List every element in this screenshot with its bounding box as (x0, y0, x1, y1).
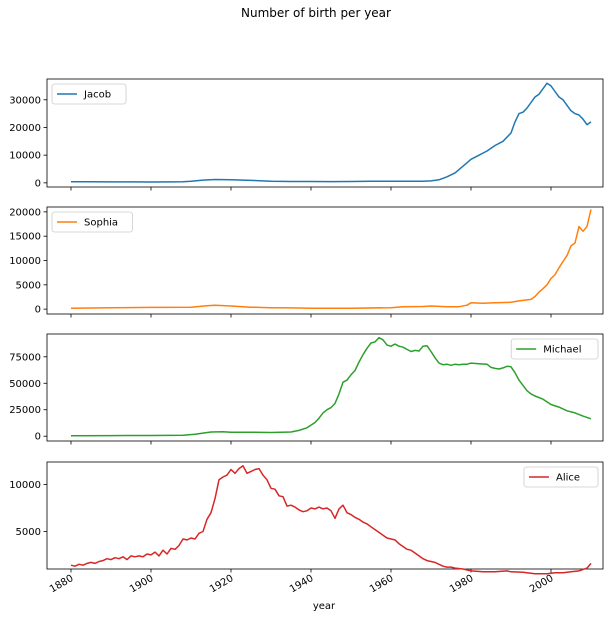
series-line-alice (70, 465, 592, 575)
y-tick-label: 20000 (9, 123, 41, 134)
legend-box (510, 338, 599, 360)
subplots: 0100002000030000Jacob0500010000150002000… (9, 78, 604, 595)
y-tick-label: 10000 (9, 256, 41, 267)
chart-title: Number of birth per year (241, 6, 391, 20)
subplot-jacob: 0 10000 20000 30000 Jacob (9, 78, 604, 191)
series-line-michael (70, 336, 592, 437)
subplot-sophia: 0 5000 10000 15000 20000 Sophia (9, 206, 604, 318)
legend-label: Jacob (83, 90, 111, 101)
x-tick-label: 2000 (528, 573, 556, 595)
y-tick-label: 0 (35, 432, 41, 443)
legend-label: Michael (543, 345, 581, 356)
y-tick-label: 10000 (9, 151, 41, 162)
y-tick-label: 10000 (9, 480, 41, 491)
x-tick-label: 1940 (288, 573, 316, 595)
legend-jacob: Jacob (51, 83, 127, 105)
legend-label: Alice (556, 473, 580, 484)
y-tick-label: 15000 (9, 232, 41, 243)
y-tick-label: 0 (35, 178, 41, 189)
axes-frame (46, 78, 604, 188)
legend-box (51, 211, 133, 233)
subplot-alice: 5000 10000 1880 1900 1920 1940 1960 1980 2000 Ali… (9, 461, 604, 595)
axes-frame (46, 333, 604, 442)
legend-box (523, 466, 599, 488)
x-tick-label: 1980 (448, 573, 476, 595)
y-tick-label: 75000 (9, 352, 41, 363)
axes-frame (46, 461, 604, 570)
y-tick-label: 5000 (16, 527, 41, 538)
legend-sophia: Sophia (51, 211, 133, 233)
y-tick-label: 25000 (9, 405, 41, 416)
y-tick-label: 20000 (9, 207, 41, 218)
x-axis-label: year (313, 601, 336, 612)
subplot-michael: 0 25000 50000 75000 Michael (9, 333, 604, 445)
x-tick-label: 1880 (48, 573, 76, 595)
legend-alice: Alice (523, 466, 599, 488)
x-tick-label: 1900 (128, 573, 156, 595)
series-line-sophia (70, 209, 592, 309)
legend-box (51, 83, 127, 105)
y-tick-label: 0 (35, 305, 41, 316)
y-tick-label: 50000 (9, 379, 41, 390)
series-line-jacob (70, 82, 592, 183)
legend-label: Sophia (84, 218, 118, 229)
x-tick-label: 1920 (208, 573, 236, 595)
x-tick-label: 1960 (368, 573, 396, 595)
y-tick-label: 5000 (16, 280, 41, 291)
y-tick-label: 30000 (9, 95, 41, 106)
legend-michael: Michael (510, 338, 599, 360)
